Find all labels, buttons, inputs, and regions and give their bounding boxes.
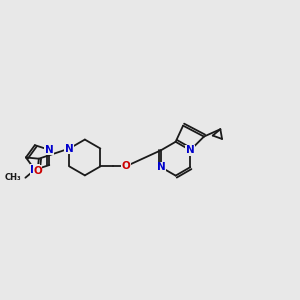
Text: CH₃: CH₃ (4, 173, 21, 182)
Text: O: O (122, 161, 130, 171)
Text: N: N (65, 143, 74, 154)
Text: N: N (31, 165, 39, 175)
Text: N: N (157, 162, 165, 172)
Text: N: N (186, 145, 195, 155)
Text: O: O (33, 166, 42, 176)
Text: N: N (45, 145, 54, 155)
